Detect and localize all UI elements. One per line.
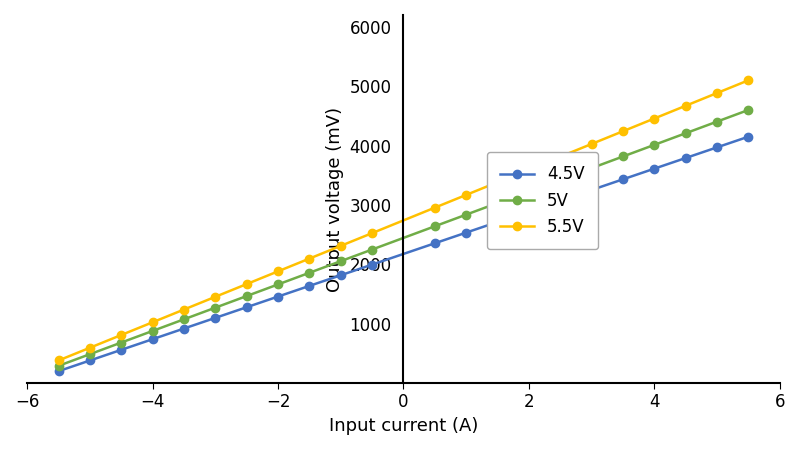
5V [430, 224, 440, 229]
5V [367, 247, 377, 252]
5V [179, 317, 189, 322]
4.5V [148, 337, 158, 342]
Line: 5.5V: 5.5V [54, 76, 753, 364]
5.5V [681, 103, 690, 108]
Line: 5V: 5V [54, 106, 753, 370]
4.5V [493, 219, 502, 225]
5V [555, 177, 565, 182]
4.5V [743, 134, 753, 140]
5.5V [555, 154, 565, 159]
5V [618, 154, 628, 159]
5.5V [305, 256, 314, 261]
5.5V [367, 230, 377, 236]
5V [524, 189, 534, 194]
4.5V [681, 155, 690, 161]
5V [712, 119, 722, 124]
5.5V [430, 205, 440, 210]
5V [462, 212, 471, 217]
5.5V [85, 345, 94, 351]
4.5V [85, 358, 94, 363]
5.5V [743, 77, 753, 83]
5V [274, 282, 283, 287]
4.5V [618, 176, 628, 182]
4.5V [54, 369, 63, 374]
4.5V [274, 294, 283, 299]
4.5V [179, 326, 189, 331]
4.5V [210, 315, 220, 320]
4.5V [367, 262, 377, 267]
4.5V [430, 241, 440, 246]
5.5V [524, 167, 534, 172]
5V [587, 166, 597, 171]
5.5V [210, 294, 220, 300]
Legend: 4.5V, 5V, 5.5V: 4.5V, 5V, 5.5V [487, 152, 598, 249]
5V [336, 258, 346, 264]
5V [493, 200, 502, 206]
5V [242, 293, 251, 299]
5V [650, 142, 659, 148]
5.5V [274, 269, 283, 274]
5V [681, 130, 690, 136]
5.5V [650, 116, 659, 121]
5V [743, 107, 753, 112]
4.5V [462, 230, 471, 235]
5.5V [618, 129, 628, 134]
4.5V [242, 305, 251, 310]
5V [85, 351, 94, 357]
5V [210, 305, 220, 310]
4.5V [712, 144, 722, 150]
Y-axis label: Output voltage (mV): Output voltage (mV) [326, 107, 344, 292]
5.5V [462, 192, 471, 198]
4.5V [555, 198, 565, 203]
4.5V [117, 347, 126, 352]
4.5V [305, 283, 314, 288]
5.5V [117, 332, 126, 338]
5V [117, 340, 126, 345]
4.5V [587, 187, 597, 193]
5.5V [242, 281, 251, 287]
5.5V [148, 320, 158, 325]
5.5V [54, 358, 63, 363]
4.5V [336, 273, 346, 278]
5V [305, 270, 314, 275]
5.5V [587, 141, 597, 147]
4.5V [524, 209, 534, 214]
5.5V [493, 180, 502, 185]
5.5V [179, 307, 189, 312]
5.5V [336, 243, 346, 248]
5V [148, 328, 158, 333]
4.5V [650, 166, 659, 171]
Line: 4.5V: 4.5V [54, 132, 753, 375]
X-axis label: Input current (A): Input current (A) [329, 417, 478, 435]
5V [54, 363, 63, 369]
5.5V [712, 90, 722, 96]
